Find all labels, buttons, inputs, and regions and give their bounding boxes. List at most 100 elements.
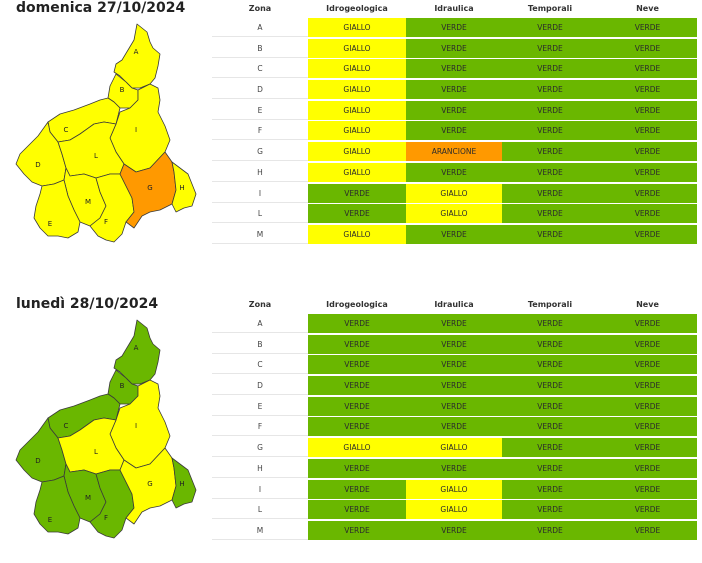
idrogeologica-level: GIALLO (308, 38, 406, 58)
idraulica-level: VERDE (406, 458, 502, 478)
svg-text:B: B (120, 86, 125, 94)
column-header-idraulica: Idraulica (434, 300, 474, 309)
svg-text:G: G (147, 184, 152, 192)
idrogeologica-level: VERDE (308, 376, 406, 396)
day-section-1: domenica 27/10/2024 A B I C D L M E F G … (0, 0, 702, 260)
zone-label: F (212, 121, 308, 141)
map-zone-e[interactable] (33, 179, 81, 239)
neve-level: VERDE (598, 100, 697, 120)
idrogeologica-level: VERDE (308, 183, 406, 203)
idraulica-level: ARANCIONE (406, 142, 502, 162)
idraulica-level: GIALLO (406, 183, 502, 203)
svg-text:M: M (85, 198, 91, 206)
piemonte-zone-map: A B I C D L M E F G H (15, 319, 197, 539)
svg-text:C: C (64, 126, 69, 134)
idraulica-level: GIALLO (406, 479, 502, 499)
day-section-2: lunedì 28/10/2024 A B I C D L M E F G H … (0, 296, 702, 556)
map-zone-g[interactable] (119, 447, 177, 525)
alert-table: Zona Idrogeologica Idraulica Temporali N… (212, 0, 700, 246)
neve-level: VERDE (598, 142, 697, 162)
day-title: domenica 27/10/2024 (16, 0, 186, 16)
idraulica-level: VERDE (406, 314, 502, 333)
idrogeologica-level: GIALLO (308, 100, 406, 120)
idraulica-level: GIALLO (406, 500, 502, 520)
column-header-idrogeologica: Idrogeologica (326, 300, 388, 309)
neve-level: VERDE (598, 355, 697, 375)
column-header-neve: Neve (636, 4, 659, 13)
idrogeologica-level: VERDE (308, 500, 406, 520)
idrogeologica-level: GIALLO (308, 438, 406, 458)
svg-text:L: L (94, 448, 98, 456)
idraulica-level: VERDE (406, 396, 502, 416)
column-header-idraulica: Idraulica (434, 4, 474, 13)
map-zone-a[interactable] (113, 23, 161, 89)
temporali-level: VERDE (502, 224, 598, 244)
neve-level: VERDE (598, 204, 697, 224)
idrogeologica-level: VERDE (308, 334, 406, 354)
svg-text:H: H (179, 184, 184, 192)
map-zone-h[interactable] (171, 161, 197, 213)
map-zone-e[interactable] (33, 475, 81, 535)
zone-label: I (212, 183, 308, 203)
map-zone-h[interactable] (171, 457, 197, 509)
zone-label: M (212, 520, 308, 540)
svg-text:D: D (35, 161, 40, 169)
temporali-level: VERDE (502, 59, 598, 79)
neve-level: VERDE (598, 417, 697, 437)
temporali-level: VERDE (502, 183, 598, 203)
svg-text:I: I (135, 422, 137, 430)
zone-label: B (212, 334, 308, 354)
svg-text:I: I (135, 126, 137, 134)
column-header-neve: Neve (636, 300, 659, 309)
alert-table: Zona Idrogeologica Idraulica Temporali N… (212, 296, 700, 542)
zone-label: L (212, 500, 308, 520)
temporali-level: VERDE (502, 121, 598, 141)
temporali-level: VERDE (502, 142, 598, 162)
idrogeologica-level: VERDE (308, 314, 406, 333)
neve-level: VERDE (598, 458, 697, 478)
map-zone-a[interactable] (113, 319, 161, 385)
idraulica-level: VERDE (406, 417, 502, 437)
neve-level: VERDE (598, 334, 697, 354)
idrogeologica-level: VERDE (308, 355, 406, 375)
svg-text:H: H (179, 480, 184, 488)
neve-level: VERDE (598, 479, 697, 499)
zone-label: D (212, 376, 308, 396)
zone-label: E (212, 100, 308, 120)
zone-label: G (212, 438, 308, 458)
svg-text:M: M (85, 494, 91, 502)
svg-text:F: F (104, 218, 108, 226)
idrogeologica-level: VERDE (308, 396, 406, 416)
zone-label: L (212, 204, 308, 224)
zone-label: H (212, 458, 308, 478)
temporali-level: VERDE (502, 162, 598, 182)
idraulica-level: VERDE (406, 18, 502, 37)
temporali-level: VERDE (502, 38, 598, 58)
idraulica-level: VERDE (406, 38, 502, 58)
neve-level: VERDE (598, 224, 697, 244)
idrogeologica-level: GIALLO (308, 162, 406, 182)
temporali-level: VERDE (502, 204, 598, 224)
idrogeologica-level: VERDE (308, 204, 406, 224)
temporali-level: VERDE (502, 334, 598, 354)
map-zone-g[interactable] (119, 151, 177, 229)
neve-level: VERDE (598, 18, 697, 37)
neve-level: VERDE (598, 314, 697, 333)
zone-label: H (212, 162, 308, 182)
idraulica-level: GIALLO (406, 204, 502, 224)
idrogeologica-level: VERDE (308, 479, 406, 499)
svg-text:C: C (64, 422, 69, 430)
idraulica-level: VERDE (406, 80, 502, 100)
idraulica-level: VERDE (406, 355, 502, 375)
temporali-level: VERDE (502, 417, 598, 437)
idrogeologica-level: GIALLO (308, 80, 406, 100)
svg-text:E: E (48, 220, 52, 228)
neve-level: VERDE (598, 396, 697, 416)
idrogeologica-level: GIALLO (308, 59, 406, 79)
svg-text:E: E (48, 516, 52, 524)
neve-level: VERDE (598, 121, 697, 141)
neve-level: VERDE (598, 162, 697, 182)
zone-label: G (212, 142, 308, 162)
zone-label: A (212, 18, 308, 37)
temporali-level: VERDE (502, 458, 598, 478)
